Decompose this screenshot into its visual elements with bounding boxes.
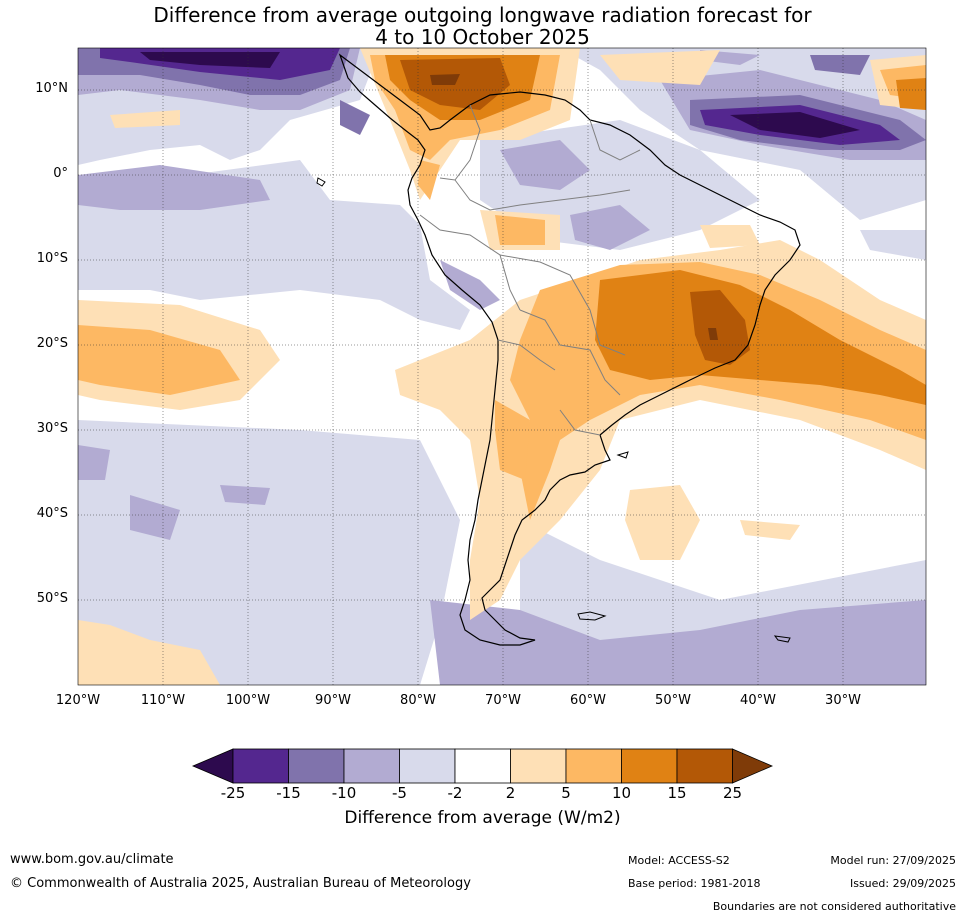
- colorbar-tick: -2: [447, 784, 463, 802]
- colorbar-tick: -10: [331, 784, 357, 802]
- map-panel: [78, 48, 926, 685]
- lat-label: 50°S: [36, 591, 68, 606]
- lat-label: 0°: [53, 166, 68, 181]
- colorbar-tick: 25: [722, 784, 743, 802]
- colorbar-cell: [343, 748, 400, 784]
- map-title: Difference from average outgoing longwav…: [0, 4, 965, 48]
- base-period: Base period: 1981-2018: [628, 877, 761, 890]
- title-line-2: 4 to 10 October 2025: [375, 25, 590, 49]
- south-america-coastline: [338, 53, 801, 646]
- lat-label: 10°N: [35, 81, 68, 96]
- colorbar-tick: -5: [392, 784, 407, 802]
- lon-label: 70°W: [485, 693, 521, 708]
- lon-label: 110°W: [140, 693, 186, 708]
- lat-label: 30°S: [36, 421, 68, 436]
- lat-label: 20°S: [36, 336, 68, 351]
- lat-label: 10°S: [36, 251, 68, 266]
- title-line-1: Difference from average outgoing longwav…: [153, 3, 812, 27]
- colorbar-tick: 2: [505, 784, 516, 802]
- lon-label: 60°W: [570, 693, 606, 708]
- colorbar-cell: [565, 748, 622, 784]
- boundaries-disclaimer: Boundaries are not considered authoritat…: [712, 900, 956, 913]
- colorbar-cell: [288, 748, 345, 784]
- colorbar-cell: [191, 748, 234, 784]
- colorbar-tick: -15: [276, 784, 301, 802]
- colorbar-cell: [732, 748, 774, 784]
- colorbar-cell: [510, 748, 567, 784]
- lon-label: 50°W: [655, 693, 691, 708]
- colorbar-cell: [621, 748, 678, 784]
- colorbar-cell: [454, 748, 511, 784]
- colorbar-label: Difference from average (W/m2): [344, 808, 621, 828]
- colorbar-cell: [232, 748, 289, 784]
- colorbar-tick: 15: [667, 784, 687, 802]
- model-name: Model: ACCESS-S2: [628, 854, 730, 867]
- copyright-text: © Commonwealth of Australia 2025, Austra…: [10, 876, 471, 891]
- graticule: [78, 48, 926, 685]
- colorbar-cell: [676, 748, 733, 784]
- issued-date: Issued: 29/09/2025: [849, 877, 956, 890]
- colorbar-tick: 5: [561, 784, 571, 802]
- map-frame: [77, 47, 927, 686]
- lon-label: 120°W: [55, 693, 101, 708]
- anomaly-extreme-negative: [140, 52, 860, 138]
- lon-label: 90°W: [315, 693, 351, 708]
- website-link[interactable]: www.bom.gov.au/climate: [10, 852, 174, 867]
- islands: [316, 177, 791, 643]
- lon-label: 100°W: [225, 693, 271, 708]
- lon-label: 40°W: [740, 693, 776, 708]
- colorbar-tick: -25: [220, 784, 246, 802]
- colorbar-cell: [399, 748, 456, 784]
- anomaly-extreme-positive: [430, 74, 718, 340]
- lon-label: 30°W: [825, 693, 861, 708]
- lat-label: 40°S: [36, 506, 68, 521]
- country-borders: [419, 104, 641, 436]
- colorbar-tick: 10: [611, 784, 632, 802]
- model-run-date: Model run: 27/09/2025: [830, 854, 956, 867]
- lon-label: 80°W: [400, 693, 436, 708]
- colorbar: [191, 748, 774, 784]
